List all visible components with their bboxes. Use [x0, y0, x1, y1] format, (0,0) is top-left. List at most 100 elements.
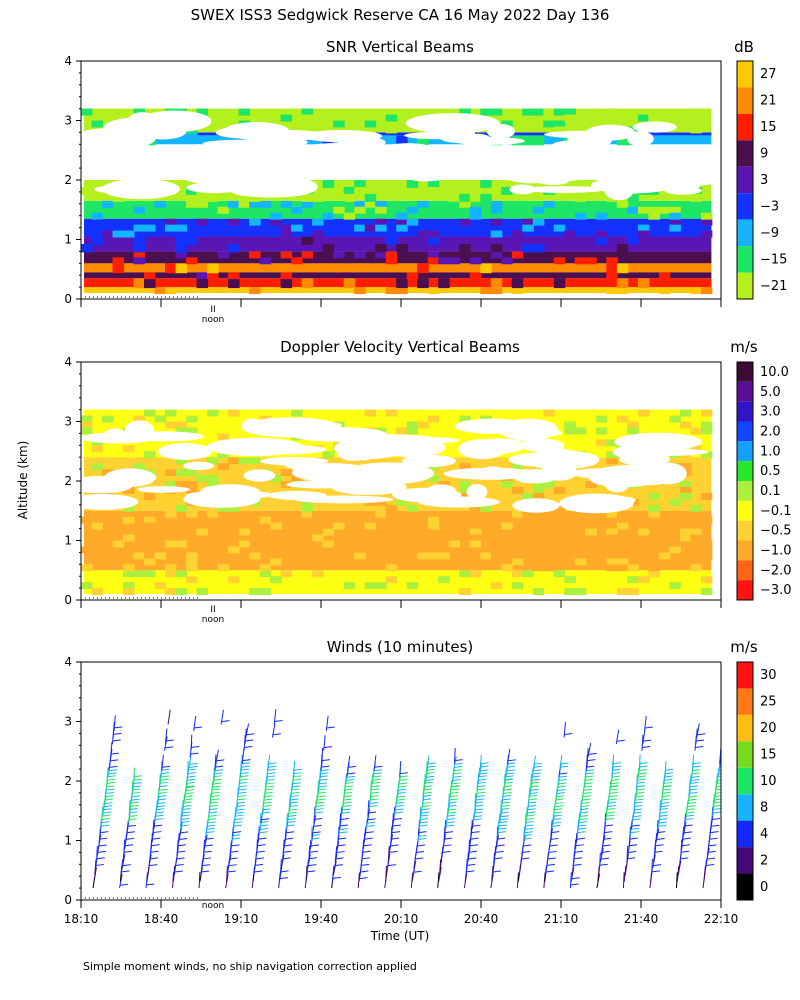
colorbar-label: 5.0 — [760, 385, 781, 400]
barb-flag — [605, 818, 615, 821]
colorbar-swatch — [737, 61, 753, 88]
barb-flag — [209, 804, 218, 807]
barb-staff — [167, 709, 171, 725]
barb-flag — [478, 775, 487, 778]
data-gap — [284, 459, 311, 470]
barb-flag — [583, 792, 592, 795]
barb-flag — [103, 808, 112, 811]
colorbar-swatch — [737, 688, 753, 715]
heatmap-cell — [144, 272, 156, 280]
barb-flag — [268, 765, 277, 768]
barb-flag — [100, 831, 109, 834]
barb-flag — [317, 788, 326, 791]
data-gap — [551, 140, 596, 151]
barb-staff — [160, 761, 163, 777]
heatmap-cell — [459, 108, 471, 116]
wind-barb — [629, 826, 638, 843]
heatmap-cell — [333, 546, 345, 554]
data-gap — [626, 131, 654, 147]
heatmap-cell — [217, 504, 230, 512]
barb-flag — [186, 782, 195, 785]
barb-flag — [387, 864, 396, 867]
barb-flag — [425, 778, 434, 781]
barb-flag — [686, 811, 695, 814]
barb-flag — [346, 775, 355, 778]
heatmap-cell — [690, 193, 702, 202]
heatmap-cell — [175, 504, 188, 512]
heatmap-cell — [91, 236, 104, 245]
barb-flag — [680, 857, 689, 860]
heatmap-cell — [469, 504, 482, 512]
barb-flag — [109, 765, 118, 768]
barb-flag — [631, 824, 640, 827]
barb-flag — [468, 857, 477, 860]
heatmap-cell — [249, 588, 261, 596]
heatmap-cell — [396, 218, 408, 226]
barb-flag — [182, 807, 191, 810]
barb-flag — [599, 863, 608, 866]
heatmap-cell — [81, 108, 93, 116]
heatmap-cell — [459, 193, 471, 202]
heatmap-cell — [690, 534, 702, 542]
barb-staff — [680, 839, 683, 856]
heatmap-cell — [616, 522, 629, 530]
colorbar-swatch — [737, 847, 753, 874]
barb-flag — [202, 864, 211, 867]
barb-flag — [691, 772, 700, 775]
barb-flag — [341, 811, 350, 814]
snr-plot-area — [81, 108, 721, 295]
barb-flag — [161, 768, 170, 771]
barb-flag — [286, 824, 295, 827]
heatmap-cell — [165, 564, 177, 572]
heatmap-cell — [700, 421, 713, 429]
barb-flag — [159, 788, 168, 791]
heatmap-cell — [291, 206, 303, 214]
barb-flag — [290, 798, 299, 801]
barb-flag — [234, 821, 243, 824]
colorbar-label: 0 — [760, 880, 768, 895]
colorbar-label: 0.5 — [760, 464, 781, 479]
barb-flag — [396, 801, 405, 804]
barb-flag — [130, 801, 139, 804]
heatmap-cell — [385, 257, 398, 265]
heatmap-cell — [259, 516, 272, 524]
colorbar-swatch — [737, 714, 753, 742]
barb-flag — [211, 795, 220, 798]
barb-staff — [664, 761, 667, 777]
barb-flag — [651, 870, 660, 873]
heatmap-cell — [91, 546, 104, 554]
barb-flag — [610, 785, 619, 788]
barb-flag — [630, 831, 639, 834]
wind-barb — [586, 748, 596, 764]
barb-flag — [507, 762, 516, 765]
barb-staff — [198, 872, 201, 889]
wind-barb — [305, 865, 308, 882]
heatmap-cell — [648, 510, 660, 518]
doppler-data-gaps — [81, 417, 709, 514]
heatmap-cell — [553, 504, 566, 512]
heatmap-cell — [364, 582, 377, 590]
barb-flag — [574, 857, 583, 860]
barb-flag — [421, 811, 430, 814]
wind-barb — [528, 787, 538, 804]
barb-flag — [552, 824, 561, 827]
barb-flag — [101, 824, 110, 827]
barb-flag — [471, 831, 480, 834]
data-gap — [404, 131, 468, 140]
barb-flag — [289, 804, 298, 807]
barb-flag — [267, 772, 276, 775]
heatmap-cell — [427, 522, 440, 530]
wind-barb — [615, 729, 625, 745]
heatmap-cell — [459, 570, 471, 578]
heatmap-cell — [574, 212, 587, 220]
heatmap-cell — [81, 243, 93, 253]
heatmap-cell — [228, 540, 240, 548]
barb-flag — [424, 781, 433, 784]
colorbar-label: 3 — [760, 173, 768, 188]
barb-flag — [345, 781, 354, 784]
barb-flag — [477, 781, 486, 784]
heatmap-cell — [459, 463, 471, 471]
heatmap-cell — [375, 510, 387, 518]
barb-flag — [289, 801, 298, 804]
barb-flag — [581, 801, 590, 804]
